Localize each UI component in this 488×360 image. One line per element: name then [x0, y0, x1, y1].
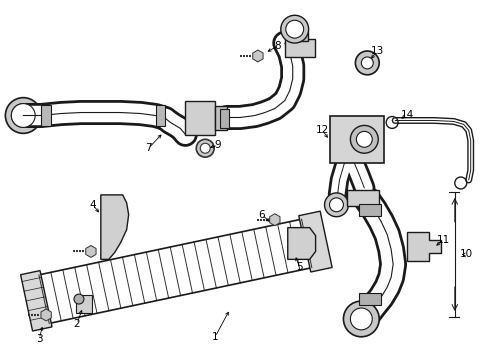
Polygon shape: [269, 214, 280, 226]
Circle shape: [343, 301, 379, 337]
Text: 4: 4: [89, 200, 96, 210]
Text: 7: 7: [145, 143, 152, 153]
Circle shape: [350, 308, 371, 330]
Bar: [76, 295, 92, 313]
Bar: [155, 105, 165, 126]
Circle shape: [11, 104, 35, 127]
Bar: [346, 190, 379, 206]
Text: 2: 2: [74, 319, 80, 329]
Text: 10: 10: [459, 249, 472, 260]
Text: 14: 14: [400, 109, 413, 120]
Text: 6: 6: [258, 210, 264, 220]
Circle shape: [355, 51, 379, 75]
Circle shape: [324, 193, 347, 217]
Bar: [284, 39, 314, 57]
Polygon shape: [252, 50, 263, 62]
Polygon shape: [287, 228, 315, 260]
Circle shape: [74, 294, 84, 304]
Circle shape: [361, 57, 372, 69]
Polygon shape: [41, 309, 51, 321]
Bar: [292, 31, 307, 41]
Polygon shape: [406, 231, 440, 261]
Circle shape: [200, 143, 210, 153]
Text: 9: 9: [214, 140, 221, 150]
Circle shape: [285, 20, 303, 38]
Text: 1: 1: [211, 332, 218, 342]
Bar: [20, 271, 52, 331]
Text: 12: 12: [315, 125, 328, 135]
Circle shape: [350, 125, 377, 153]
Circle shape: [329, 198, 343, 212]
Bar: [41, 105, 51, 126]
Circle shape: [280, 15, 308, 43]
Text: 11: 11: [436, 234, 449, 244]
Text: 8: 8: [274, 41, 281, 51]
Polygon shape: [85, 246, 96, 257]
Text: 3: 3: [36, 334, 42, 344]
Bar: [359, 204, 381, 216]
Bar: [215, 105, 226, 130]
Circle shape: [196, 139, 214, 157]
Text: 13: 13: [370, 46, 383, 56]
Text: 5: 5: [296, 262, 303, 272]
Bar: [359, 293, 381, 305]
Bar: [329, 116, 384, 163]
Circle shape: [356, 131, 371, 147]
Bar: [220, 109, 228, 129]
Polygon shape: [101, 195, 128, 260]
Bar: [39, 219, 311, 323]
Bar: [185, 100, 215, 135]
Circle shape: [5, 98, 41, 133]
Bar: [298, 211, 331, 272]
